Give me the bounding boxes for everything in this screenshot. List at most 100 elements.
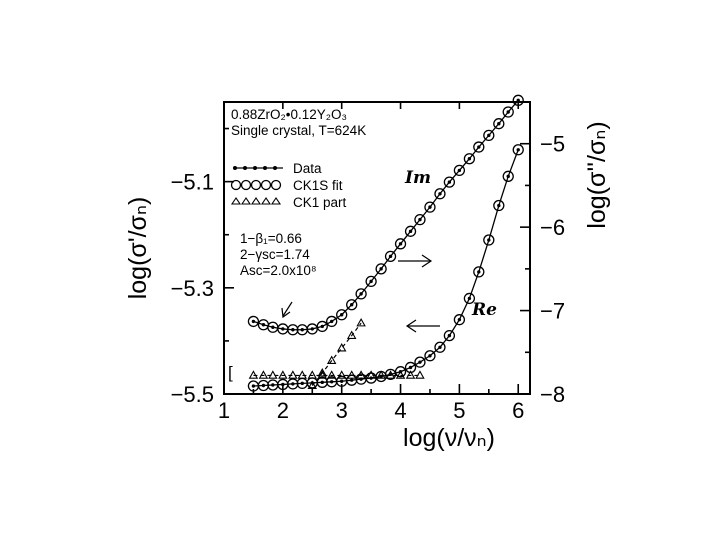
point-dot-im-15 (398, 242, 403, 246)
point-dot-im-9 (339, 313, 344, 317)
point-dot-im-10 (349, 303, 354, 307)
point-dot-im-13 (379, 267, 383, 271)
point-ck1-part-3-4 (346, 330, 357, 339)
point-ring-im-16 (404, 225, 417, 237)
point-ring-re-27 (512, 144, 524, 156)
point-dot-im-7 (320, 324, 324, 329)
point-ring-re-15 (394, 366, 407, 378)
point-dot-re-24 (487, 238, 491, 242)
point-ring-re-20 (443, 329, 456, 342)
point-ck1-part-2-15 (395, 370, 406, 379)
point-dot-re-18 (428, 354, 432, 358)
point-dot-im-8 (329, 319, 334, 324)
y-left-tick-label-1: −5.3 (171, 276, 214, 301)
point-ck1-part-3-3 (336, 342, 347, 352)
legend-data-marker (233, 166, 283, 170)
legend-triangle-marker (230, 197, 282, 205)
series-layer (247, 94, 524, 392)
point-ck1-part-2-12 (366, 370, 376, 379)
point-dot-im-4 (291, 328, 295, 332)
point-ck1-part-2-11 (356, 370, 366, 379)
legend-label-ck1: CK1 part (293, 195, 347, 210)
point-dot-re-16 (408, 365, 413, 370)
point-ring-re-25 (493, 199, 505, 212)
point-dot-im-6 (310, 327, 314, 331)
arrow-left-re (405, 319, 440, 333)
point-ring-im-8 (326, 315, 338, 328)
point-ck1-part-2-5 (297, 370, 308, 379)
point-ck1-part-3-5 (356, 317, 366, 327)
x-tick-label-2: 3 (336, 398, 348, 423)
point-ck1-part-2-6 (307, 370, 318, 379)
point-dot-im-24 (487, 133, 491, 138)
point-ck1-part-2-7 (317, 370, 328, 379)
point-dot-re-22 (467, 296, 472, 301)
y-right-tick-label-0: −5 (540, 132, 565, 157)
y-left-tick-label-2: −5.5 (171, 382, 214, 407)
ticks-layer: 1 2 3 4 5 6 −5.1 −5.3 −5.5 −5 −6 −7 −8 (171, 101, 565, 423)
point-ring-im-15 (394, 238, 407, 250)
point-ring-im-18 (424, 201, 436, 213)
point-dot-im-27 (516, 98, 520, 103)
plot-frame (223, 101, 531, 395)
point-dot-im-1 (261, 323, 266, 327)
point-ring-re-24 (483, 234, 495, 246)
y-right-tick-label-3: −8 (540, 382, 565, 407)
point-ck1-part-2-0 (248, 370, 259, 379)
legend-label-ck1s: CK1S fit (293, 178, 343, 193)
point-dot-im-23 (477, 145, 481, 149)
point-dot-im-3 (281, 327, 285, 331)
point-ck1-part-2-16 (405, 370, 416, 379)
point-ck1-part-2-14 (385, 370, 396, 379)
annotation-bracket: [ (228, 363, 233, 382)
y-right-tick-label-1: −6 (540, 215, 565, 240)
x-tick-label-1: 2 (277, 398, 289, 423)
x-tick-label-4: 5 (453, 398, 465, 423)
point-ring-im-0 (247, 315, 260, 328)
point-dot-im-12 (369, 279, 373, 284)
point-ck1-part-2-13 (376, 370, 386, 379)
point-ring-im-24 (483, 129, 495, 142)
point-dot-im-25 (497, 121, 501, 126)
point-dot-re-4 (291, 382, 295, 386)
point-ck1-part-2-1 (258, 370, 269, 379)
point-ck1-part-3-0 (307, 380, 318, 390)
point-dot-im-11 (359, 292, 363, 296)
annotation-re: Re (471, 300, 497, 320)
point-ring-im-12 (365, 275, 377, 288)
x-tick-label-0: 1 (218, 398, 230, 423)
point-ck1-part-2-2 (268, 370, 278, 379)
info-line-1: 0.88ZrO₂•0.12Y₂O₃ (231, 107, 347, 122)
point-dot-im-2 (271, 325, 275, 329)
point-dot-im-18 (428, 205, 432, 209)
point-ck1-part-2-9 (336, 370, 347, 379)
point-ring-im-7 (316, 320, 328, 333)
point-dot-im-5 (300, 328, 304, 332)
point-ring-re-17 (414, 356, 426, 368)
y-right-tick-label-2: −7 (540, 299, 565, 324)
point-ring-im-21 (453, 164, 466, 177)
point-ring-im-26 (502, 106, 514, 118)
point-dot-im-17 (418, 217, 422, 222)
point-dot-re-1 (261, 383, 266, 388)
legend: Data CK1S fit CK1 part (230, 161, 347, 210)
point-dot-re-9 (339, 379, 344, 383)
point-ck1-part-2-10 (346, 370, 357, 379)
param-beta: 1−β₁=0.66 (240, 231, 302, 246)
point-ck1-part-2-17 (415, 370, 425, 379)
point-ring-re-21 (453, 314, 466, 326)
point-dot-re-26 (506, 174, 510, 179)
point-ring-im-10 (346, 299, 358, 311)
y-axis-right-label: log(σ''/σₙ) (583, 121, 611, 228)
point-ring-re-22 (463, 292, 476, 305)
arrow-right-im (398, 254, 433, 268)
point-ring-im-9 (336, 309, 348, 321)
point-ck1-part-2-3 (278, 370, 288, 379)
point-dot-re-25 (497, 203, 501, 208)
point-dot-im-14 (388, 254, 393, 259)
point-dot-re-0 (251, 384, 256, 388)
x-tick-label-5: 6 (512, 398, 524, 423)
y-left-tick-label-0: −5.1 (171, 170, 214, 195)
